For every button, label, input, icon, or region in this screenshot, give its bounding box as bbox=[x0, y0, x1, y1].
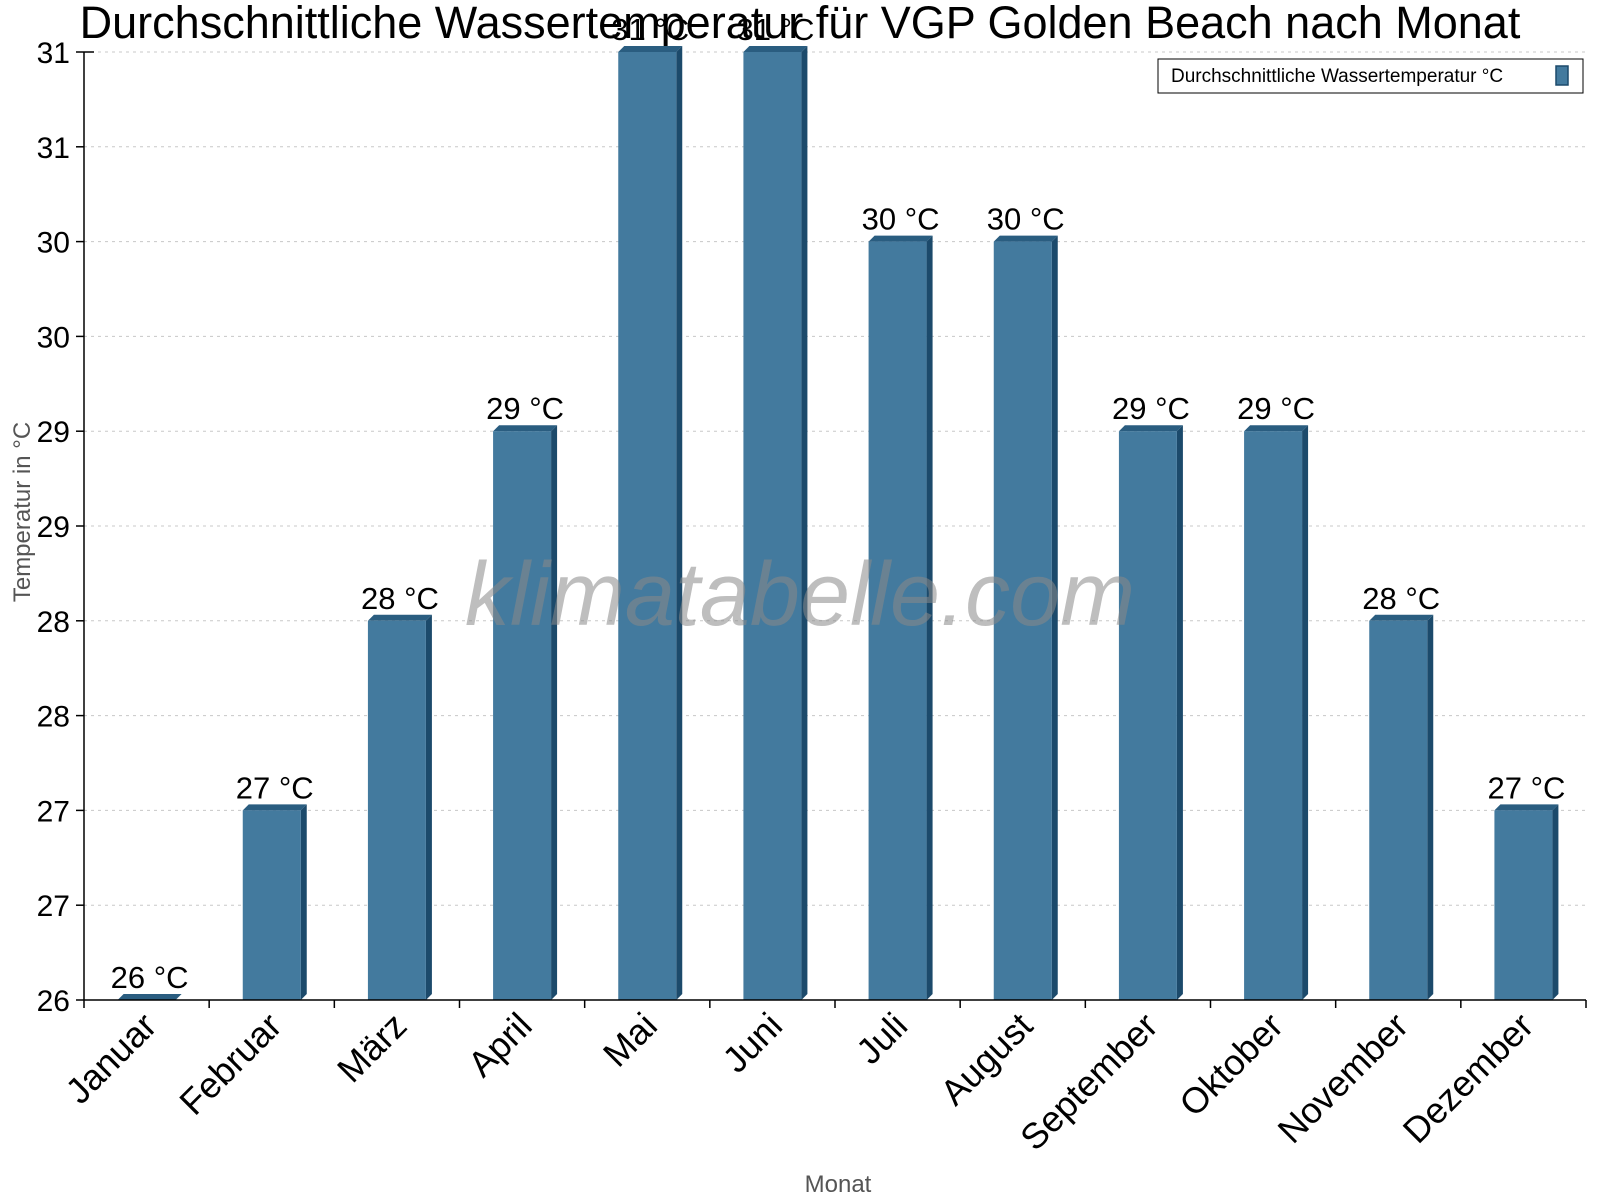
bar-side bbox=[425, 614, 432, 1000]
bar bbox=[743, 52, 802, 1000]
y-tick-label: 28 bbox=[37, 606, 70, 639]
bar-side bbox=[1427, 614, 1434, 1000]
y-tick-label: 28 bbox=[37, 701, 70, 734]
y-tick-label: 30 bbox=[37, 227, 70, 260]
y-axis-label: Temperatur in °C bbox=[9, 422, 36, 602]
bar-top bbox=[1118, 425, 1183, 432]
bar-side bbox=[1552, 804, 1559, 1000]
y-tick-label: 31 bbox=[37, 132, 70, 165]
x-tick-label: September bbox=[1012, 1005, 1166, 1159]
legend: Durchschnittliche Wassertemperatur °C bbox=[1157, 58, 1584, 94]
x-tick-label: Oktober bbox=[1171, 1005, 1291, 1125]
bar-top bbox=[1369, 614, 1434, 621]
bar bbox=[493, 431, 552, 1000]
bar-side bbox=[300, 804, 307, 1000]
bar-side bbox=[551, 425, 558, 1000]
bar-top bbox=[493, 425, 558, 432]
bar-februar bbox=[242, 804, 307, 1000]
bar-august bbox=[993, 235, 1058, 1001]
bar-mai bbox=[618, 46, 683, 1000]
x-tick-label: Juli bbox=[848, 1005, 915, 1072]
data-label: 31 °C bbox=[736, 12, 814, 47]
bar-januar bbox=[117, 994, 182, 1000]
data-label: 28 °C bbox=[361, 581, 439, 616]
bar-side bbox=[801, 46, 808, 1000]
data-label: 26 °C bbox=[111, 960, 189, 995]
y-tick-label: 29 bbox=[37, 416, 70, 449]
watermark-text: klimatabelle.com bbox=[465, 545, 1135, 645]
bar-side bbox=[676, 46, 683, 1000]
bar-top bbox=[618, 46, 683, 52]
legend-swatch bbox=[1555, 65, 1569, 86]
bar-november bbox=[1369, 614, 1434, 1000]
bar bbox=[367, 620, 426, 1000]
bar-top bbox=[117, 994, 182, 1000]
x-tick-label: Juni bbox=[714, 1005, 790, 1081]
bar-top bbox=[1494, 804, 1559, 811]
x-axis-ticks: Januar Februar März April Mai Juni Juli AugustS… bbox=[57, 1000, 1587, 1159]
bars bbox=[117, 46, 1559, 1001]
bar-side bbox=[1176, 425, 1183, 1000]
legend-label: Durchschnittliche Wassertemperatur °C bbox=[1171, 66, 1503, 87]
x-tick-label: Mai bbox=[595, 1005, 665, 1075]
bar-top bbox=[1244, 425, 1309, 432]
data-label: 28 °C bbox=[1362, 581, 1440, 616]
x-tick-label: November bbox=[1269, 1005, 1415, 1151]
bar-top bbox=[743, 46, 808, 52]
legend-box bbox=[1157, 58, 1584, 94]
y-tick-label: 26 bbox=[37, 985, 70, 1018]
bar-side bbox=[1051, 235, 1058, 1001]
bar bbox=[1118, 431, 1177, 1000]
x-tick-label: April bbox=[460, 1005, 540, 1085]
x-tick-label: März bbox=[329, 1005, 415, 1091]
chart-title: Durchschnittliche Wassertemperatur für V… bbox=[80, 0, 1521, 48]
bar bbox=[868, 241, 927, 1001]
bar-april bbox=[493, 425, 558, 1000]
data-label: 29 °C bbox=[1237, 391, 1315, 426]
bar bbox=[1494, 810, 1553, 1000]
data-label: 29 °C bbox=[1112, 391, 1190, 426]
grid-lines bbox=[84, 51, 1586, 906]
bar bbox=[993, 241, 1052, 1001]
data-label: 31 °C bbox=[611, 12, 689, 47]
y-tick-label: 29 bbox=[37, 511, 70, 544]
bar-juni bbox=[743, 46, 808, 1000]
bar-top bbox=[868, 235, 933, 242]
data-labels: 26 °C 27 °C 28 °C 29 °C 31 °C 31 °C 30 °C 30 °C… bbox=[111, 12, 1566, 995]
x-tick-label: Februar bbox=[171, 1005, 289, 1123]
data-label: 27 °C bbox=[1487, 770, 1565, 805]
bar bbox=[1244, 431, 1303, 1000]
data-label: 30 °C bbox=[987, 202, 1065, 237]
x-axis-label: Monat bbox=[805, 1171, 872, 1198]
y-tick-label: 27 bbox=[37, 795, 70, 828]
bar-top bbox=[993, 235, 1058, 242]
bar-top bbox=[242, 804, 307, 811]
x-tick-label: August bbox=[932, 1005, 1040, 1113]
y-axis-ticks: 26 27 27 28 28 29 29 30 30 31 31 bbox=[37, 37, 84, 1018]
data-label: 29 °C bbox=[486, 391, 564, 426]
y-tick-label: 31 bbox=[37, 37, 70, 70]
y-tick-label: 30 bbox=[37, 321, 70, 354]
data-label: 30 °C bbox=[862, 202, 940, 237]
bar-oktober bbox=[1244, 425, 1309, 1000]
bar bbox=[242, 810, 301, 1000]
bar-märz bbox=[367, 614, 432, 1000]
y-tick-label: 27 bbox=[37, 890, 70, 923]
bar bbox=[1369, 620, 1428, 1000]
data-label: 27 °C bbox=[236, 770, 314, 805]
bar-top bbox=[367, 614, 432, 621]
bar-juli bbox=[868, 235, 933, 1001]
bar bbox=[618, 52, 677, 1000]
x-tick-label: Januar bbox=[57, 1005, 164, 1112]
bar-dezember bbox=[1494, 804, 1559, 1000]
bar-september bbox=[1118, 425, 1183, 1000]
x-tick-label: Dezember bbox=[1395, 1005, 1541, 1151]
bar-side bbox=[1302, 425, 1309, 1000]
bar-side bbox=[926, 235, 933, 1001]
